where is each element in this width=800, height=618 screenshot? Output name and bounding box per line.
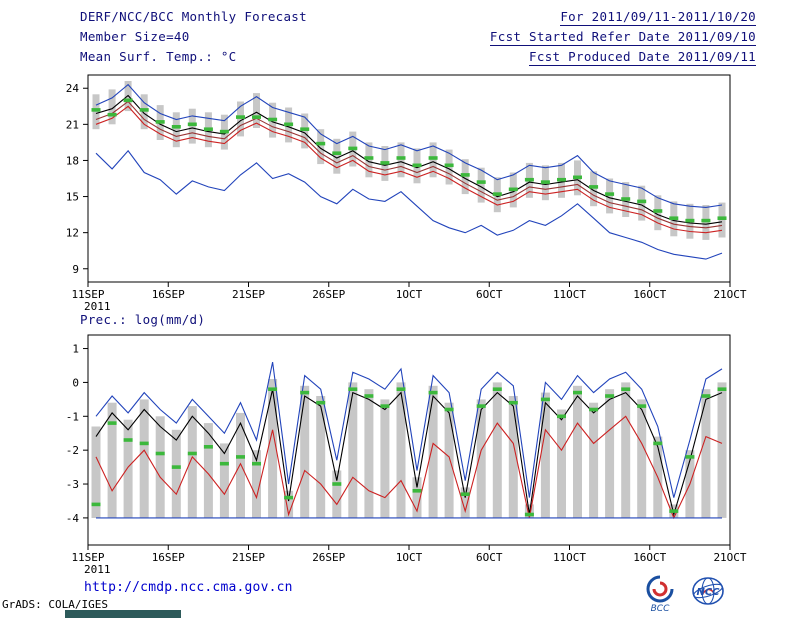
bcc-logo: BCC: [646, 575, 674, 614]
temp-line-control: [95, 100, 723, 229]
temp-ytick-label: 18: [66, 154, 79, 167]
prec-xtick-label: 11SEP: [71, 551, 104, 564]
ncc-logo-red-stroke: [701, 588, 715, 596]
temp-xtick-label: 6OCT: [476, 288, 503, 301]
temp-xtick-label: 16OCT: [633, 288, 666, 301]
temp-line-control-2: [95, 105, 723, 234]
prec-xtick-label: 26SEP: [312, 551, 345, 564]
bottom-bar-fragment: [65, 610, 181, 618]
temp-ensemble-spread: [92, 81, 726, 240]
bcc-logo-text: BCC: [651, 604, 670, 614]
prec-variable-label: Prec.: log(mm/d): [80, 312, 206, 327]
temp-xtick-label: 16SEP: [152, 288, 185, 301]
prec-ytick-label: 0: [72, 376, 79, 389]
temp-variable-label: Mean Surf. Temp.: °C: [80, 49, 237, 64]
prec-xtick-label: 21OCT: [713, 551, 746, 564]
temp-xtick-label: 11SEP: [71, 288, 104, 301]
temp-ytick-label: 9: [72, 263, 79, 276]
temp-xtick-label: 11OCT: [553, 288, 586, 301]
prec-ytick-label: -1: [66, 410, 79, 423]
prec-ytick-label: -4: [66, 512, 80, 525]
ncc-logo: NCC: [692, 577, 724, 605]
prec-line-control: [95, 415, 723, 520]
grads-credit: GrADS: COLA/IGES: [2, 598, 108, 611]
temp-year-label: 2011: [84, 300, 111, 313]
bcc-logo-swirl-red: [652, 581, 668, 597]
prec-ensemble-spread: [91, 379, 727, 518]
temp-line-ensemble-max: [95, 83, 723, 208]
prec-xtick-label: 16SEP: [152, 551, 185, 564]
temp-line-ensemble-mean: [95, 94, 723, 225]
prec-ytick-label: -2: [66, 444, 79, 457]
temp-ytick-label: 12: [66, 227, 79, 240]
fcst-refer-date: Fcst Started Refer Date 2011/09/10: [489, 29, 756, 46]
source-url: http://cmdp.ncc.cma.gov.cn: [84, 580, 293, 595]
temp-xtick-label: 26SEP: [312, 288, 345, 301]
temp-xtick-label: 21OCT: [713, 288, 746, 301]
temp-xtick-label: 21SEP: [232, 288, 265, 301]
temp-median-marks: [91, 98, 727, 223]
fcst-produced-date: Fcst Produced Date 2011/09/11: [529, 49, 756, 66]
prec-median-marks: [91, 387, 727, 517]
ncc-logo-meridian: [701, 577, 715, 605]
temp-ytick-label: 21: [66, 118, 79, 131]
prec-xtick-label: 1OCT: [396, 551, 423, 564]
prec-line-ensemble-max: [95, 361, 723, 498]
temp-ytick-label: 24: [66, 82, 80, 95]
prec-chart-panel: -4 -3 -2 -1 0 1 11SEP 16SEP 21SEP 26SEP 1OCT 6OCT 11…: [66, 334, 747, 576]
prec-xtick-label: 6OCT: [476, 551, 503, 564]
temp-xtick-label: 1OCT: [396, 288, 423, 301]
prec-xtick-label: 21SEP: [232, 551, 265, 564]
temp-line-ensemble-min: [95, 149, 723, 260]
plot-title: DERF/NCC/BCC Monthly Forecast: [80, 9, 307, 24]
prec-xtick-label: 16OCT: [633, 551, 666, 564]
ncc-logo-text: NCC: [696, 587, 720, 598]
temp-axes-frame: [87, 74, 731, 283]
bcc-logo-swirl-blue: [646, 575, 674, 603]
prec-ytick-label: 1: [72, 343, 79, 356]
member-size-label: Member Size=40: [80, 29, 190, 44]
prec-line-ensemble-mean: [95, 389, 723, 517]
temp-chart-panel: 9 12 15 18 21 24 11SEP 16SEP 21SEP 26SEP 1OCT 6OCT 1…: [66, 74, 747, 313]
prec-xtick-label: 11OCT: [553, 551, 586, 564]
prec-year-label: 2011: [84, 563, 111, 576]
forecast-valid-range: For 2011/09/11-2011/10/20: [560, 9, 756, 26]
temp-ytick-label: 15: [66, 191, 79, 204]
prec-ytick-label: -3: [66, 478, 79, 491]
ncc-logo-orbit: [693, 583, 723, 599]
